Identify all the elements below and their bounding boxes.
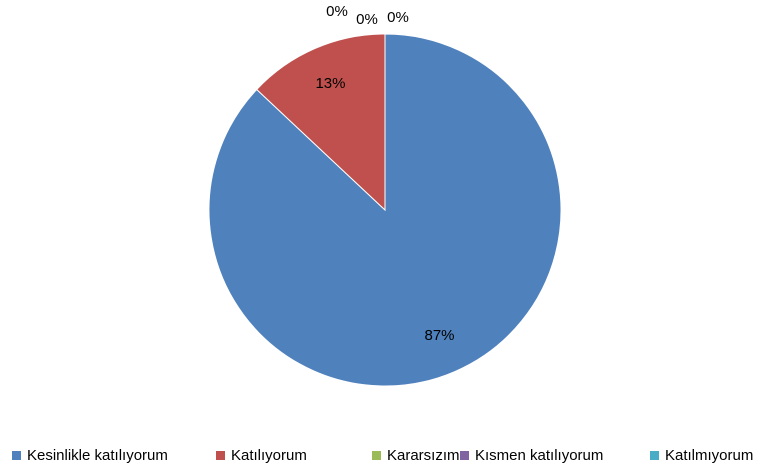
legend-label: Katılmıyorum: [665, 447, 753, 464]
legend-swatch: [372, 451, 381, 460]
legend-label: Kesinlikle katılıyorum: [27, 447, 168, 464]
legend-label: Kararsızım: [387, 447, 460, 464]
data-label: 0%: [326, 3, 348, 20]
legend-swatch: [12, 451, 21, 460]
legend-swatch: [460, 451, 469, 460]
legend-swatch: [650, 451, 659, 460]
data-label: 0%: [387, 9, 409, 26]
data-label: 87%: [425, 327, 455, 344]
legend-swatch: [216, 451, 225, 460]
data-label: 13%: [315, 75, 345, 92]
pie-slice: [255, 33, 386, 212]
data-label: 0%: [356, 11, 378, 28]
legend-label: Katılıyorum: [231, 447, 307, 464]
legend-label: Kısmen katılıyorum: [475, 447, 603, 464]
pie-slice: [208, 33, 562, 387]
